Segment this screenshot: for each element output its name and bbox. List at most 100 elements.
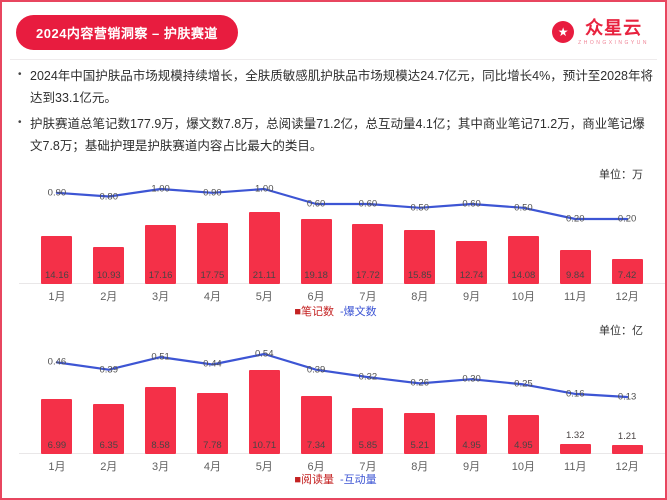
bar-value-label: 6.99 — [47, 440, 67, 451]
bar-笔记数-4月 — [196, 223, 228, 284]
bar-value-label: 19.18 — [304, 270, 328, 281]
bar-笔记数-6月 — [300, 218, 332, 284]
brand-star-icon: ★ — [552, 21, 575, 43]
bar-笔记数-5月 — [248, 212, 280, 284]
line-value-label: 0.39 — [99, 364, 119, 376]
legend-item-爆文数: -爆文数 — [339, 306, 377, 318]
x-axis-label: 6月 — [307, 291, 325, 303]
bar-阅读量-12月 — [611, 444, 643, 454]
line-value-label: 0.20 — [617, 213, 637, 225]
bar-阅读量-6月 — [300, 396, 332, 454]
bar-阅读量-11月 — [559, 443, 591, 454]
bar-value-label: 21.11 — [252, 270, 276, 281]
x-axis-months-top: 1月 2月 3月 4月 5月 6月 7月 8月 9月 10月 11月 12月 — [31, 288, 653, 304]
bar-笔记数-7月 — [352, 223, 384, 284]
brand-name: 众星云 — [585, 18, 643, 38]
bar-value-label: 14.08 — [511, 270, 536, 281]
bar-阅读量-8月 — [404, 413, 436, 454]
bar-阅读量-7月 — [352, 408, 384, 454]
unit-label-wan: 单位：万 — [599, 169, 643, 181]
x-axis-label: 3月 — [152, 291, 170, 303]
bar-阅读量-10月 — [507, 415, 539, 454]
x-axis-label: 3月 — [152, 461, 170, 473]
bar-value-label: 12.74 — [459, 270, 484, 281]
bullet-dot: • — [18, 116, 22, 128]
line-value-label: 1.00 — [255, 183, 274, 195]
x-axis-label: 1月 — [48, 461, 66, 473]
bar-value-label: 7.42 — [617, 270, 637, 281]
bullet-track-stats: • 护肤赛道总笔记数177.9万，爆文数7.8万，总阅读量71.2亿，总互动量4… — [16, 114, 653, 158]
notes-hot-posts-chart: 14.16 10.93 17.16 17.75 21.11 19.18 17.72 15.85… — [19, 170, 665, 284]
line-value-label: 0.90 — [203, 187, 222, 199]
x-axis-label: 4月 — [203, 291, 221, 303]
bar-value-label: 10.93 — [96, 270, 121, 281]
bar-笔记数-12月 — [611, 258, 643, 284]
bar-value-label: 9.84 — [566, 270, 585, 281]
bar-value-label: 4.95 — [514, 440, 533, 451]
bar-value-label: 14.16 — [45, 270, 69, 281]
x-axis-label: 7月 — [359, 291, 377, 303]
bar-笔记数-1月 — [41, 235, 73, 284]
bar-value-label: 10.71 — [252, 440, 277, 451]
x-axis-months-bottom: 1月 2月 3月 4月 5月 6月 7月 8月 9月 10月 11月 12月 — [31, 458, 653, 474]
line-value-label: 0.30 — [462, 373, 481, 385]
bar-value-label: 1.21 — [617, 430, 637, 442]
line-value-label: 0.51 — [151, 351, 170, 363]
line-value-label: 0.20 — [566, 213, 585, 225]
x-axis-label: 12月 — [615, 291, 639, 303]
bar-value-label: 17.75 — [200, 270, 225, 281]
bar-笔记数-3月 — [145, 225, 177, 284]
x-axis-label: 12月 — [615, 461, 639, 473]
x-axis-line — [19, 453, 665, 454]
bar-笔记数-9月 — [456, 240, 488, 284]
x-axis-label: 7月 — [359, 461, 377, 473]
line-value-label: 0.32 — [358, 371, 378, 383]
bar-value-label: 17.16 — [148, 270, 173, 281]
bar-笔记数-2月 — [93, 246, 125, 284]
header-divider — [10, 59, 657, 60]
trend-line-互动量 — [55, 352, 629, 399]
brand-tagline: ZHONGXINGYUN — [578, 39, 649, 46]
line-value-label: 0.60 — [462, 198, 481, 210]
legend-item-阅读量: ■阅读量 — [294, 474, 334, 486]
line-value-label: 0.80 — [99, 191, 119, 202]
line-value-label: 0.50 — [514, 202, 533, 214]
bullet-text: 2024年中国护肤品市场规模持续增长，全肤质敏感肌护肤品市场规模达24.7亿元，… — [30, 69, 654, 105]
bar-value-label: 6.35 — [99, 440, 119, 451]
brand-logo: ★ 众星云 ZHONGXINGYUN — [552, 18, 649, 46]
bar-阅读量-9月 — [456, 415, 488, 454]
bar-阅读量-5月 — [248, 370, 280, 454]
line-value-label: 0.39 — [306, 364, 326, 376]
x-axis-label: 1月 — [48, 291, 66, 303]
line-value-label: 0.44 — [203, 358, 222, 370]
bar-value-label: 4.95 — [462, 440, 481, 451]
line-value-label: 0.60 — [306, 198, 326, 210]
bar-value-label: 5.21 — [410, 440, 430, 451]
bar-value-label: 8.58 — [151, 440, 170, 451]
summary-bullets: • 2024年中国护肤品市场规模持续增长，全肤质敏感肌护肤品市场规模达24.7亿… — [16, 66, 653, 162]
bullet-dot: • — [18, 69, 22, 80]
line-value-label: 0.13 — [617, 391, 637, 403]
line-value-label: 0.46 — [47, 356, 67, 368]
x-axis-label: 5月 — [255, 291, 273, 303]
x-axis-label: 2月 — [100, 291, 118, 303]
x-axis-label: 10月 — [511, 461, 536, 473]
line-value-label: 1.00 — [151, 183, 170, 195]
legend-item-笔记数: ■笔记数 — [294, 306, 334, 318]
bar-阅读量-4月 — [196, 392, 228, 454]
page-title: 2024内容营销洞察 – 护肤赛道 — [16, 15, 238, 50]
x-axis-label: 11月 — [564, 291, 587, 303]
x-axis-label: 2月 — [100, 461, 118, 473]
x-axis-label: 8月 — [411, 461, 429, 473]
bar-value-label: 1.32 — [566, 429, 585, 441]
x-axis-label: 6月 — [307, 461, 325, 473]
bar-笔记数-8月 — [404, 229, 436, 284]
bar-笔记数-11月 — [559, 250, 591, 284]
line-value-label: 0.25 — [514, 378, 533, 390]
x-axis-line — [19, 283, 665, 284]
bar-阅读量-3月 — [145, 386, 177, 454]
bar-阅读量-1月 — [41, 399, 73, 454]
bar-value-label: 15.85 — [407, 270, 432, 281]
x-axis-label: 10月 — [511, 291, 536, 303]
